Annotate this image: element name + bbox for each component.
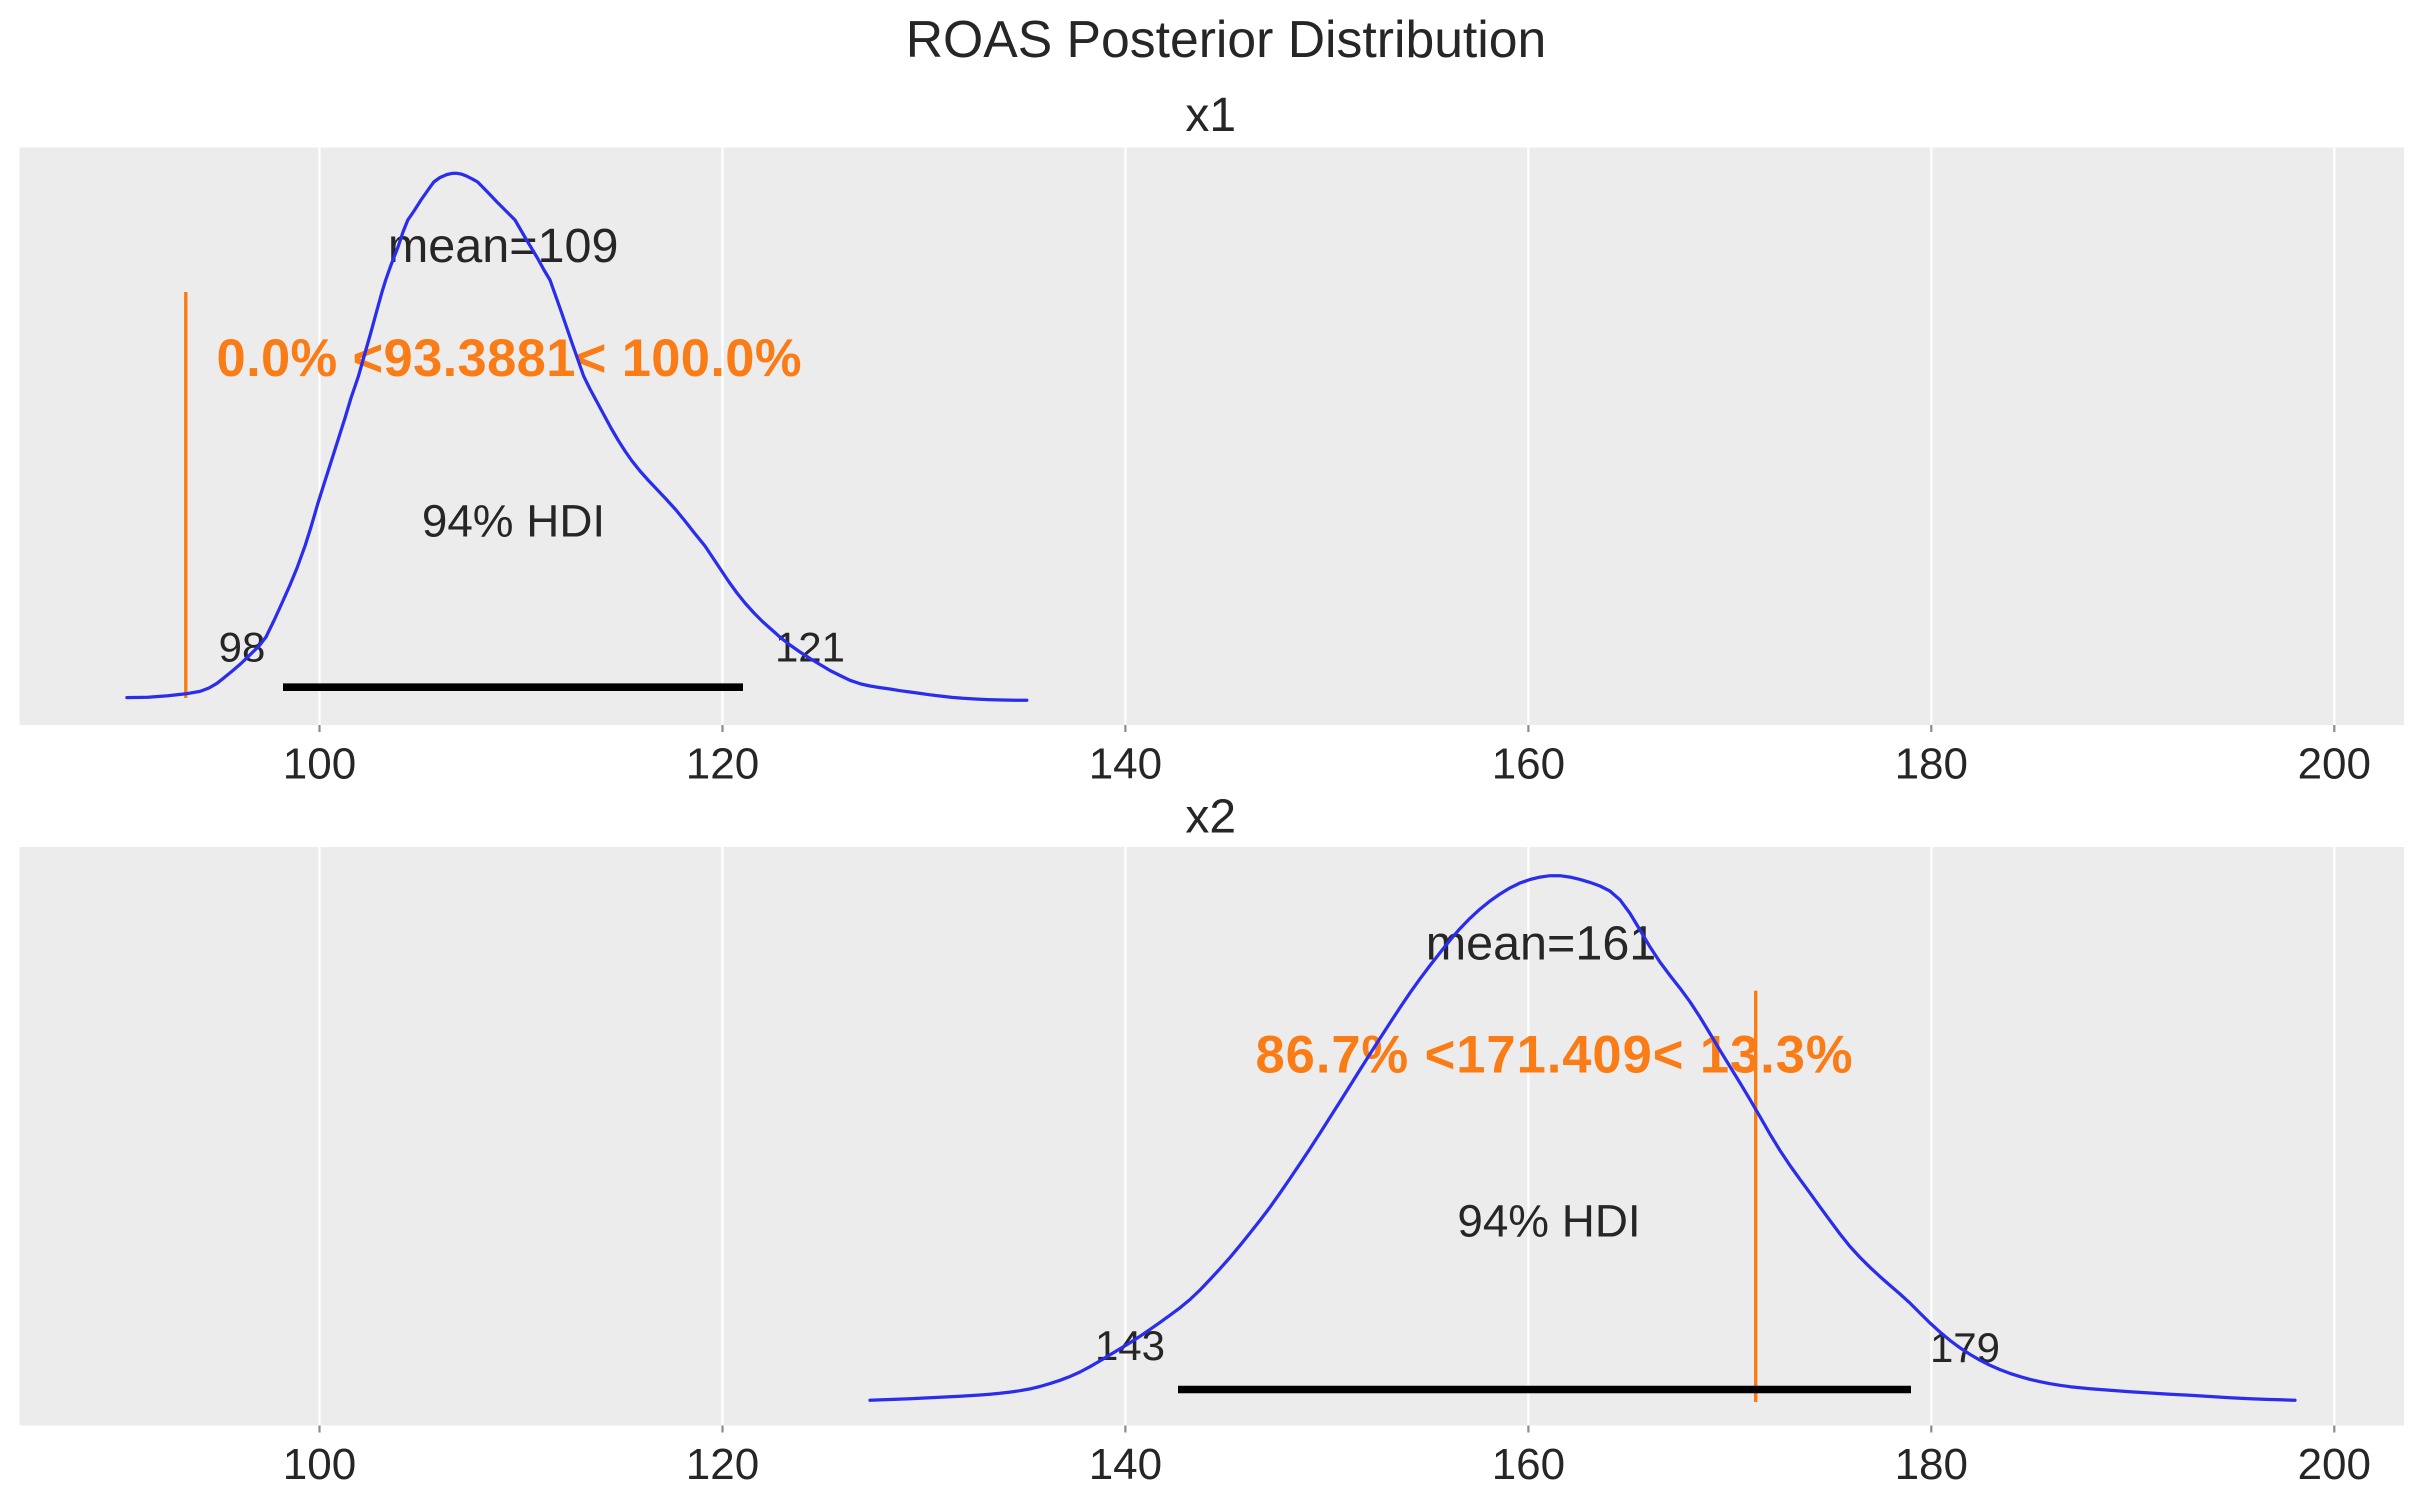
svg-text:200: 200 — [2298, 1440, 2371, 1489]
svg-text:x1: x1 — [1185, 89, 1236, 142]
svg-text:180: 180 — [1895, 740, 1968, 789]
svg-text:mean=109: mean=109 — [388, 219, 619, 273]
svg-text:140: 140 — [1089, 1440, 1162, 1489]
svg-text:94% HDI: 94% HDI — [1457, 1195, 1640, 1246]
svg-text:140: 140 — [1089, 740, 1162, 789]
svg-text:160: 160 — [1492, 1440, 1565, 1489]
svg-text:200: 200 — [2298, 740, 2371, 789]
svg-text:100: 100 — [283, 740, 356, 789]
svg-text:94% HDI: 94% HDI — [422, 495, 605, 546]
svg-text:143: 143 — [1095, 1322, 1165, 1369]
svg-text:86.7% <171.409< 13.3%: 86.7% <171.409< 13.3% — [1256, 1026, 1854, 1085]
svg-text:160: 160 — [1492, 740, 1565, 789]
svg-text:121: 121 — [775, 624, 845, 671]
svg-text:100: 100 — [283, 1440, 356, 1489]
svg-text:120: 120 — [686, 740, 759, 789]
svg-text:mean=161: mean=161 — [1426, 917, 1657, 971]
svg-text:120: 120 — [686, 1440, 759, 1489]
svg-text:180: 180 — [1895, 1440, 1968, 1489]
svg-text:x2: x2 — [1185, 791, 1236, 844]
svg-text:ROAS Posterior Distribution: ROAS Posterior Distribution — [906, 10, 1547, 68]
svg-text:0.0% <93.3881< 100.0%: 0.0% <93.3881< 100.0% — [217, 329, 802, 388]
